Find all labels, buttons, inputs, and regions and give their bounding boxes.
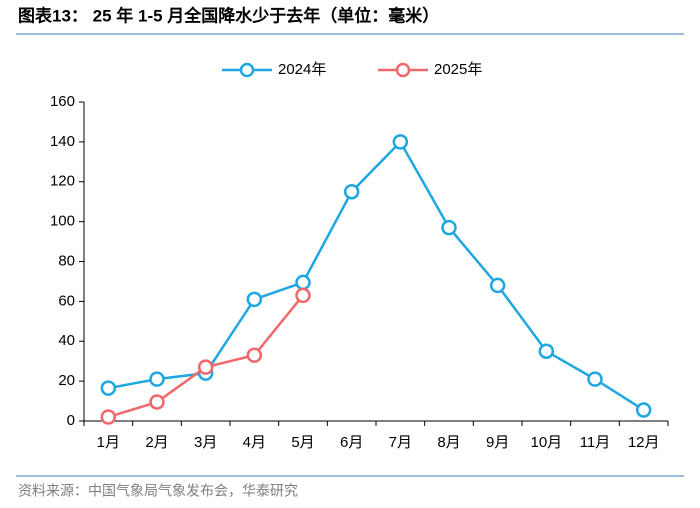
point [343,183,360,200]
point [295,287,311,304]
y-tick-label: 20 [58,372,75,389]
point [635,402,652,418]
legend-label: 2024年 [278,61,326,78]
x-tick-label: 2月 [145,434,168,451]
point [587,371,603,387]
series-line [107,294,304,419]
point [392,134,409,150]
point [100,380,117,396]
y-tick-label: 60 [58,292,75,309]
point [441,219,457,236]
y-tick-label: 40 [58,332,75,349]
x-tick-label: 10月 [530,434,562,451]
point [100,409,117,425]
x-tick-label: 12月 [628,434,660,451]
x-tick-label: 6月 [340,434,363,451]
x-tick-label: 9月 [486,434,509,451]
legend-marker [239,62,255,78]
y-tick-label: 0 [67,412,75,429]
point [149,371,165,387]
point [538,343,555,359]
legend-marker [395,62,411,78]
point [149,394,165,410]
point [295,274,311,291]
point [246,347,263,363]
y-tick-label: 140 [50,133,75,150]
legend-label: 2025年 [434,61,482,78]
x-tick-label: 11月 [580,434,611,451]
x-tick-label: 7月 [389,434,412,451]
x-tick-label: 5月 [291,434,314,451]
x-tick-label: 8月 [437,434,460,451]
y-tick-label: 160 [50,93,75,110]
point [489,277,506,294]
x-tick-label: 3月 [194,434,217,451]
point [246,291,263,308]
y-tick-label: 120 [50,173,75,190]
y-tick-label: 80 [58,252,75,269]
chart-title: 图表13： 25 年 1-5 月全国降水少于去年（单位：毫米） [18,5,439,25]
y-tick-label: 100 [50,213,75,230]
x-tick-label: 4月 [243,434,266,451]
series-line [108,139,645,412]
point [197,359,214,375]
source-note: 资料来源：中国气象局气象发布会，华泰研究 [18,483,298,499]
x-tick-label: 1月 [97,434,120,451]
